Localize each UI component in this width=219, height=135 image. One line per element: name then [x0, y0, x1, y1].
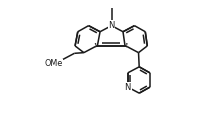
Text: N: N: [125, 83, 131, 92]
Text: N: N: [108, 21, 115, 30]
Text: OMe: OMe: [44, 59, 63, 68]
